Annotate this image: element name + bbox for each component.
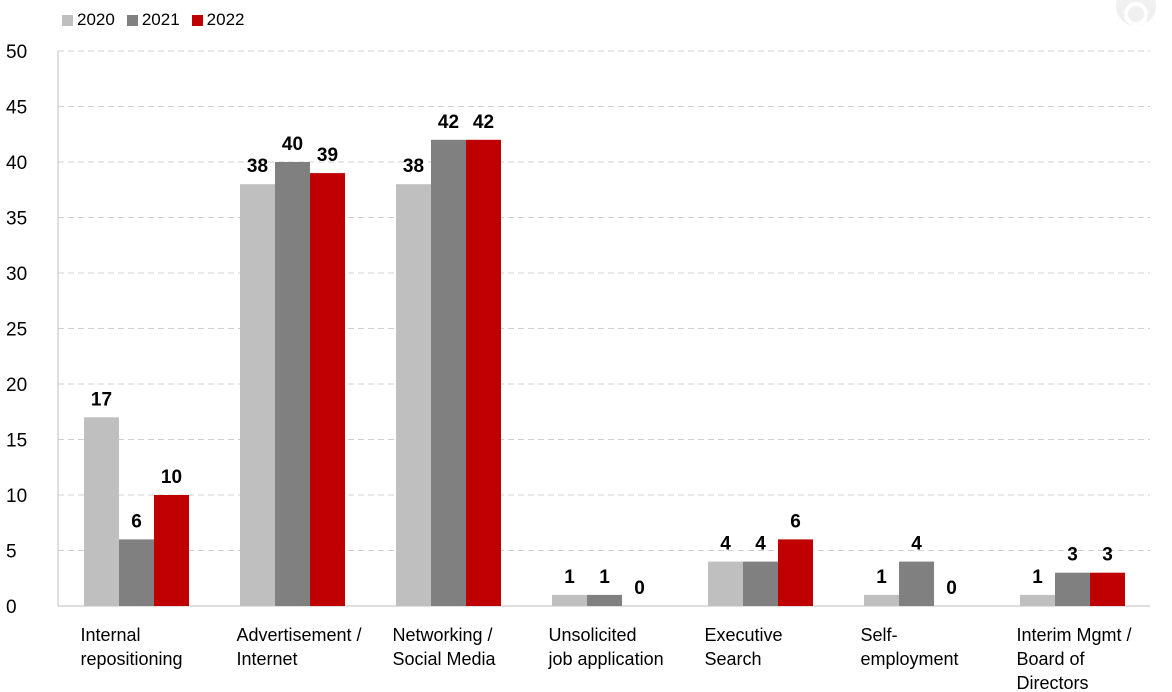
data-label: 10 <box>161 467 182 488</box>
data-label: 42 <box>473 112 494 133</box>
x-tick-label: Networking / <box>393 625 493 645</box>
bar-2020 <box>864 594 899 606</box>
legend-item-2021: 2021 <box>126 10 180 30</box>
x-tick-label: Internal <box>81 625 141 645</box>
x-tick-label: Search <box>705 649 762 669</box>
legend-swatch <box>62 14 73 26</box>
bar-2021 <box>431 139 466 607</box>
x-tick-label: Self- <box>861 625 898 645</box>
x-tick-label: job application <box>548 649 664 669</box>
x-tick-label: Interim Mgmt / <box>1017 625 1132 645</box>
bar-2020 <box>396 184 431 606</box>
data-label: 3 <box>1067 545 1078 566</box>
bar-2021 <box>899 561 934 606</box>
y-tick-label: 5 <box>6 542 17 563</box>
legend-label: 2022 <box>206 10 245 29</box>
bar-2021 <box>119 539 154 606</box>
bar-2022 <box>310 173 345 606</box>
legend-label: 2020 <box>77 10 115 29</box>
y-tick-label: 40 <box>6 153 27 174</box>
bar-2020 <box>84 417 119 606</box>
y-tick-label: 35 <box>6 209 27 230</box>
data-label: 1 <box>599 567 610 588</box>
x-tick-label: employment <box>861 649 959 669</box>
bar-2020 <box>1020 594 1055 606</box>
x-tick-label: Board of <box>1017 649 1086 669</box>
y-tick-label: 50 <box>6 42 27 63</box>
bar-2021 <box>587 594 622 606</box>
data-label: 17 <box>91 389 112 410</box>
data-label: 40 <box>282 134 303 155</box>
bar-2021 <box>743 561 778 606</box>
y-tick-label: 30 <box>6 264 27 285</box>
data-label: 0 <box>634 578 645 599</box>
x-tick-label: Directors <box>1017 673 1089 692</box>
y-tick-label: 25 <box>6 320 27 341</box>
x-tick-label: Internet <box>237 649 298 669</box>
data-label: 4 <box>755 534 766 555</box>
y-tick-label: 15 <box>6 431 27 452</box>
bar-2020 <box>240 184 275 606</box>
bar-2022 <box>778 539 813 606</box>
x-tick-label: Advertisement / <box>237 625 362 645</box>
data-label: 6 <box>131 511 142 532</box>
data-label: 1 <box>564 567 575 588</box>
bar-2020 <box>552 594 587 606</box>
y-tick-label: 10 <box>6 486 27 507</box>
data-label: 1 <box>876 567 887 588</box>
data-label: 3 <box>1102 545 1113 566</box>
x-tick-label: Unsolicited <box>549 625 637 645</box>
data-label: 39 <box>317 145 338 166</box>
x-tick-label: Social Media <box>393 649 497 669</box>
x-tick-label: repositioning <box>81 649 183 669</box>
data-label: 38 <box>403 156 424 177</box>
bar-2021 <box>275 162 310 606</box>
bar-2022 <box>154 495 189 606</box>
data-label: 42 <box>438 112 459 133</box>
data-label: 4 <box>911 534 922 555</box>
legend-swatch <box>191 14 203 26</box>
legend-swatch <box>126 14 138 26</box>
bar-2020 <box>708 561 743 606</box>
bar-2022 <box>466 139 501 607</box>
data-label: 38 <box>247 156 268 177</box>
x-tick-label: Executive <box>705 625 783 645</box>
y-tick-label: 0 <box>6 597 17 618</box>
legend-item-2022: 2022 <box>191 10 245 30</box>
magnifier-watermark-icon <box>1116 0 1156 34</box>
chart-legend: 2020 2021 2022 <box>62 10 244 30</box>
y-tick-label: 45 <box>6 98 27 119</box>
y-tick-label: 20 <box>6 375 27 396</box>
legend-item-2020: 2020 <box>62 10 115 30</box>
bar-2022 <box>1090 572 1125 606</box>
data-label: 6 <box>790 511 801 532</box>
data-label: 1 <box>1032 567 1043 588</box>
data-label: 0 <box>946 578 957 599</box>
bar-2021 <box>1055 572 1090 606</box>
data-label: 4 <box>720 534 731 555</box>
legend-label: 2021 <box>141 10 180 29</box>
